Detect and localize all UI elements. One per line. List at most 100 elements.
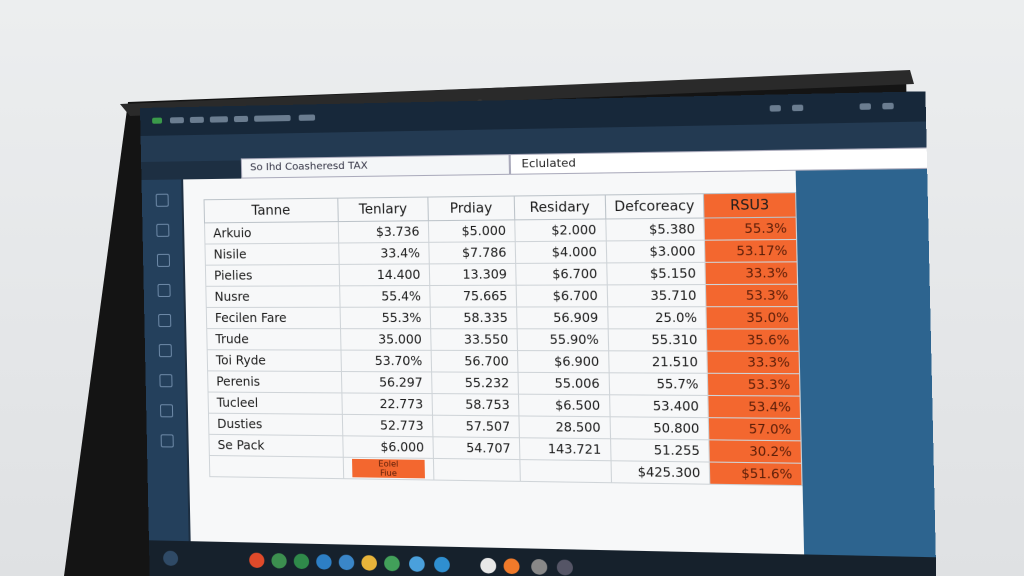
cell: 35.0%: [706, 306, 799, 329]
taskbar-icon[interactable]: [383, 555, 400, 572]
total-label: Eolel Fiue: [352, 458, 425, 478]
cell: [519, 459, 612, 483]
taskbar-icon[interactable]: [338, 554, 355, 571]
side-icon[interactable]: [158, 314, 172, 328]
taskbar-icon[interactable]: [480, 557, 497, 574]
cell: 56.909: [516, 306, 608, 329]
side-icon[interactable]: [159, 404, 174, 418]
taskbar-icon[interactable]: [293, 553, 310, 570]
cell: 33.4%: [339, 242, 430, 265]
cell: 57.0%: [708, 417, 802, 441]
cell: 21.510: [608, 350, 708, 374]
taskbar-icon[interactable]: [531, 558, 548, 575]
cell: $5.150: [606, 262, 706, 285]
start-button[interactable]: [163, 550, 179, 567]
cell: 53.4%: [707, 395, 801, 419]
table-row: Toi Ryde 53.70% 56.700 $6.900 21.510 33.3%: [207, 349, 800, 374]
side-icon[interactable]: [157, 283, 171, 297]
taskbar-icon[interactable]: [433, 556, 450, 573]
menu-item[interactable]: [254, 114, 291, 122]
menu-item[interactable]: [233, 115, 249, 123]
cell: 33.3%: [705, 261, 798, 285]
window-button[interactable]: [882, 102, 894, 110]
taskbar-icon[interactable]: [249, 552, 265, 569]
cell: 30.2%: [708, 439, 802, 464]
table-row: Fecilen Fare 55.3% 58.335 56.909 25.0% 35.0%: [206, 306, 799, 329]
cell: 55.310: [607, 328, 708, 352]
sidebar: [141, 179, 189, 542]
total-value: $425.300: [610, 460, 710, 485]
screen: So Ihd Coasheresd TAX Eclulated Tanne Ten…: [140, 91, 937, 576]
cell: 35.6%: [706, 328, 800, 352]
cell: 33.550: [430, 328, 518, 351]
cell: 50.800: [609, 416, 709, 440]
cell: 55.3%: [704, 217, 797, 241]
cell: 55.232: [431, 371, 519, 395]
cell: $4.000: [515, 240, 607, 264]
cell: 56.700: [430, 350, 518, 373]
table-row: Nisile 33.4% $7.786 $4.000 $3.000 53.17%: [204, 239, 798, 266]
column-header: Prdiay: [427, 196, 515, 221]
side-icon[interactable]: [160, 434, 174, 448]
cell: $6.700: [516, 284, 608, 307]
row-label: Dusties: [208, 413, 344, 436]
data-table: Tanne Tenlary Prdiay Residary Defcoreacy RSU3…: [204, 192, 803, 486]
column-header: RSU3: [703, 192, 797, 219]
taskbar-icon[interactable]: [503, 558, 520, 575]
cell: 58.335: [430, 306, 518, 329]
cell: 55.3%: [340, 307, 431, 329]
menu-item[interactable]: [189, 116, 204, 124]
cell: 75.665: [429, 285, 517, 308]
app-icon: [152, 117, 163, 124]
cell: $7.786: [428, 241, 516, 264]
row-label: Toi Ryde: [207, 349, 342, 372]
taskbar-icon[interactable]: [361, 555, 378, 571]
cell: 55.006: [517, 372, 610, 395]
taskbar-icon[interactable]: [556, 559, 574, 576]
cell: 22.773: [342, 392, 433, 416]
window-button[interactable]: [769, 105, 781, 112]
taskbar-icon[interactable]: [316, 554, 332, 570]
cell: $6.900: [517, 350, 609, 373]
table-row: Nusre 55.4% 75.665 $6.700 35.710 53.3%: [205, 284, 799, 308]
cell: $5.000: [428, 219, 516, 243]
cell: 13.309: [429, 263, 517, 286]
cell: 14.400: [339, 263, 430, 286]
cell: 56.297: [341, 371, 432, 394]
row-label: Se Pack: [208, 434, 344, 458]
window-button[interactable]: [791, 104, 804, 112]
side-pane: [795, 168, 937, 558]
row-label: Pielies: [205, 264, 340, 287]
cell: $3.736: [338, 220, 429, 243]
cell: Eolel Fiue: [343, 457, 434, 481]
row-label: Perenis: [207, 370, 343, 393]
cell: 58.753: [431, 393, 519, 416]
row-label: Tucleel: [208, 392, 343, 415]
side-icon[interactable]: [156, 253, 171, 267]
menu-item[interactable]: [298, 114, 316, 121]
column-header: Residary: [514, 194, 606, 220]
cell: [433, 458, 521, 482]
cell: 52.773: [342, 414, 433, 437]
cell: 55.4%: [339, 285, 431, 308]
side-icon[interactable]: [159, 374, 173, 388]
side-icon[interactable]: [155, 193, 169, 207]
spreadsheet: Tanne Tenlary Prdiay Residary Defcoreacy RSU3…: [183, 170, 805, 555]
menu-item[interactable]: [169, 117, 184, 124]
cell: $6.700: [515, 262, 607, 286]
side-icon[interactable]: [158, 344, 172, 358]
taskbar-icon[interactable]: [408, 556, 425, 572]
cell: 143.721: [519, 437, 611, 461]
cell: $5.380: [605, 218, 705, 241]
window-button[interactable]: [859, 103, 872, 110]
table-row: Pielies 14.400 13.309 $6.700 $5.150 33.3%: [205, 261, 798, 287]
side-icon[interactable]: [156, 223, 170, 237]
row-label: Trude: [206, 328, 342, 351]
cell: $3.000: [605, 240, 706, 263]
menu-item[interactable]: [209, 116, 228, 123]
row-label: Arkuio: [204, 221, 340, 245]
cell: 51.255: [610, 438, 710, 463]
taskbar-icon[interactable]: [271, 553, 287, 569]
cell: $6.500: [518, 394, 610, 417]
